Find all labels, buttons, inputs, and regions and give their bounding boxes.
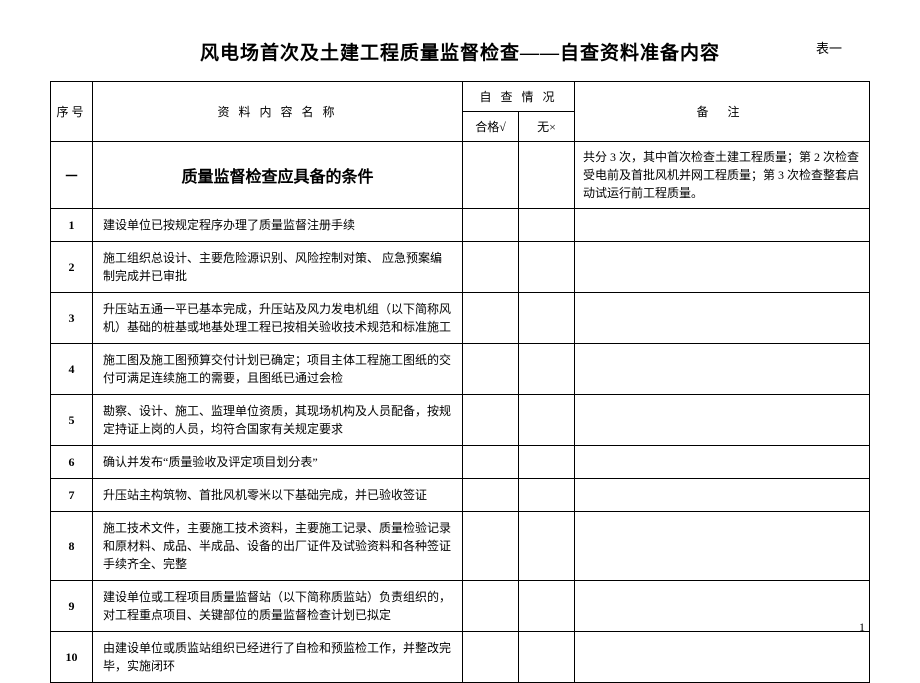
section-row: 一 质量监督检查应具备的条件 共分 3 次，其中首次检查土建工程质量；第 2 次… — [51, 142, 870, 209]
header-remark: 备 注 — [575, 82, 870, 142]
section-remark: 共分 3 次，其中首次检查土建工程质量；第 2 次检查受电前及首批风机并网工程质… — [575, 142, 870, 209]
row-remark-cell — [575, 209, 870, 242]
row-seq: 3 — [51, 293, 93, 344]
row-name: 升压站五通一平已基本完成，升压站及风力发电机组（以下简称风机）基础的桩基或地基处… — [93, 293, 463, 344]
row-name: 确认并发布“质量验收及评定项目划分表” — [93, 446, 463, 479]
row-remark-cell — [575, 242, 870, 293]
row-name: 施工图及施工图预算交付计划已确定；项目主体工程施工图纸的交付可满足连续施工的需要… — [93, 344, 463, 395]
table-row: 8施工技术文件，主要施工技术资料，主要施工记录、质量检验记录和原材料、成品、半成… — [51, 512, 870, 581]
section-seq: 一 — [51, 142, 93, 209]
table-row: 9建设单位或工程项目质量监督站（以下简称质监站）负责组织的，对工程重点项目、关键… — [51, 581, 870, 632]
row-seq: 7 — [51, 479, 93, 512]
row-pass-cell — [463, 479, 519, 512]
row-fail-cell — [519, 395, 575, 446]
row-name: 勘察、设计、施工、监理单位资质，其现场机构及人员配备，按规定持证上岗的人员，均符… — [93, 395, 463, 446]
row-seq: 1 — [51, 209, 93, 242]
row-pass-cell — [463, 632, 519, 683]
header-seq: 序号 — [51, 82, 93, 142]
row-fail-cell — [519, 293, 575, 344]
row-fail-cell — [519, 512, 575, 581]
row-remark-cell — [575, 344, 870, 395]
row-seq: 5 — [51, 395, 93, 446]
page-number: 1 — [859, 620, 865, 635]
row-pass-cell — [463, 242, 519, 293]
row-seq: 2 — [51, 242, 93, 293]
row-pass-cell — [463, 446, 519, 479]
row-name: 建设单位或工程项目质量监督站（以下简称质监站）负责组织的，对工程重点项目、关键部… — [93, 581, 463, 632]
row-name: 施工技术文件，主要施工技术资料，主要施工记录、质量检验记录和原材料、成品、半成品… — [93, 512, 463, 581]
row-remark-cell — [575, 479, 870, 512]
header-check-pass: 合格√ — [463, 112, 519, 142]
row-seq: 6 — [51, 446, 93, 479]
row-remark-cell — [575, 512, 870, 581]
table-row: 5勘察、设计、施工、监理单位资质，其现场机构及人员配备，按规定持证上岗的人员，均… — [51, 395, 870, 446]
table-row: 7升压站主构筑物、首批风机零米以下基础完成，并已验收签证 — [51, 479, 870, 512]
row-remark-cell — [575, 632, 870, 683]
row-remark-cell — [575, 446, 870, 479]
row-seq: 9 — [51, 581, 93, 632]
row-seq: 8 — [51, 512, 93, 581]
row-seq: 10 — [51, 632, 93, 683]
row-name: 施工组织总设计、主要危险源识别、风险控制对策、 应急预案编制完成并已审批 — [93, 242, 463, 293]
row-name: 升压站主构筑物、首批风机零米以下基础完成，并已验收签证 — [93, 479, 463, 512]
table-row: 2施工组织总设计、主要危险源识别、风险控制对策、 应急预案编制完成并已审批 — [51, 242, 870, 293]
table-row: 10由建设单位或质监站组织已经进行了自检和预监检工作，并整改完毕，实施闭环 — [51, 632, 870, 683]
row-remark-cell — [575, 293, 870, 344]
table-row: 3升压站五通一平已基本完成，升压站及风力发电机组（以下简称风机）基础的桩基或地基… — [51, 293, 870, 344]
table-number: 表一 — [816, 38, 842, 57]
row-fail-cell — [519, 446, 575, 479]
row-pass-cell — [463, 209, 519, 242]
section-fail-cell — [519, 142, 575, 209]
row-fail-cell — [519, 344, 575, 395]
row-name: 由建设单位或质监站组织已经进行了自检和预监检工作，并整改完毕，实施闭环 — [93, 632, 463, 683]
section-title: 质量监督检查应具备的条件 — [93, 142, 463, 209]
row-fail-cell — [519, 209, 575, 242]
title-row: 风电场首次及土建工程质量监督检查——自查资料准备内容 表一 — [50, 38, 870, 65]
row-pass-cell — [463, 344, 519, 395]
row-remark-cell — [575, 581, 870, 632]
row-fail-cell — [519, 242, 575, 293]
table-body: 一 质量监督检查应具备的条件 共分 3 次，其中首次检查土建工程质量；第 2 次… — [51, 142, 870, 683]
row-fail-cell — [519, 632, 575, 683]
row-pass-cell — [463, 512, 519, 581]
page-title: 风电场首次及土建工程质量监督检查——自查资料准备内容 — [200, 38, 720, 65]
table-row: 4施工图及施工图预算交付计划已确定；项目主体工程施工图纸的交付可满足连续施工的需… — [51, 344, 870, 395]
header-check: 自 查 情 况 — [463, 82, 575, 112]
row-seq: 4 — [51, 344, 93, 395]
row-pass-cell — [463, 581, 519, 632]
section-pass-cell — [463, 142, 519, 209]
header-name: 资 料 内 容 名 称 — [93, 82, 463, 142]
inspection-table: 序号 资 料 内 容 名 称 自 查 情 况 备 注 合格√ 无× 一 质量监督… — [50, 81, 870, 683]
header-check-fail: 无× — [519, 112, 575, 142]
row-pass-cell — [463, 395, 519, 446]
row-fail-cell — [519, 581, 575, 632]
table-row: 6确认并发布“质量验收及评定项目划分表” — [51, 446, 870, 479]
row-name: 建设单位已按规定程序办理了质量监督注册手续 — [93, 209, 463, 242]
row-pass-cell — [463, 293, 519, 344]
row-remark-cell — [575, 395, 870, 446]
row-fail-cell — [519, 479, 575, 512]
table-row: 1建设单位已按规定程序办理了质量监督注册手续 — [51, 209, 870, 242]
